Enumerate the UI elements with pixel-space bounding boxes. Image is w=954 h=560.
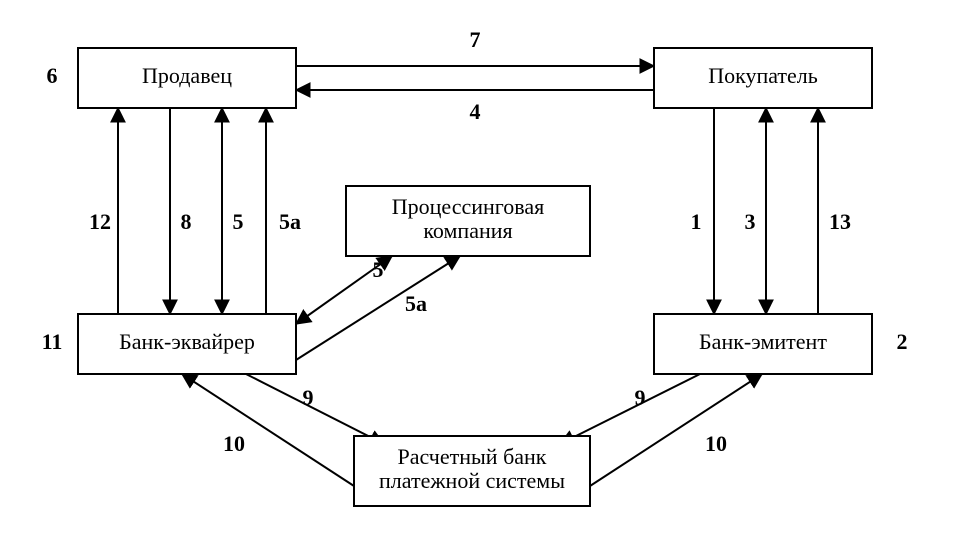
node-acquirer-label: Банк-эквайрер <box>119 329 255 354</box>
edge-e5av-label: 5a <box>279 209 301 234</box>
edge-e10l <box>182 374 354 486</box>
edge-e9l-label: 9 <box>303 385 314 410</box>
edge-e9r <box>560 374 700 444</box>
node-clearing-label: платежной системы <box>379 468 565 493</box>
edge-e10l-label: 10 <box>223 431 245 456</box>
ext-label-n11: 11 <box>42 329 63 354</box>
node-issuer: Банк-эмитент <box>654 314 872 374</box>
edges-layer <box>118 66 818 486</box>
ext-label-n2: 2 <box>897 329 908 354</box>
node-issuer-label: Банк-эмитент <box>699 329 827 354</box>
node-seller-label: Продавец <box>142 63 232 88</box>
node-processing: Процессинговаякомпания <box>346 186 590 256</box>
node-seller: Продавец <box>78 48 296 108</box>
node-clearing-label: Расчетный банк <box>397 444 546 469</box>
edge-e5v-label: 5 <box>233 209 244 234</box>
node-processing-label: компания <box>423 218 512 243</box>
edge-e4-label: 4 <box>470 99 481 124</box>
edge-e5d-label: 5 <box>373 257 384 282</box>
edge-e1-label: 1 <box>691 209 702 234</box>
edge-e3-label: 3 <box>745 209 756 234</box>
edge-e12-label: 12 <box>89 209 111 234</box>
edge-e8-label: 8 <box>181 209 192 234</box>
edge-e9r-label: 9 <box>635 385 646 410</box>
node-buyer: Покупатель <box>654 48 872 108</box>
node-processing-label: Процессинговая <box>392 194 545 219</box>
edge-e7-label: 7 <box>470 27 481 52</box>
edge-e10r <box>590 374 762 486</box>
edge-e9l <box>246 374 384 444</box>
edge-e10r-label: 10 <box>705 431 727 456</box>
node-buyer-label: Покупатель <box>708 63 818 88</box>
node-clearing: Расчетный банкплатежной системы <box>354 436 590 506</box>
edge-e13-label: 13 <box>829 209 851 234</box>
edge-e5ad-label: 5a <box>405 291 427 316</box>
ext-label-n6: 6 <box>47 63 58 88</box>
node-acquirer: Банк-эквайрер <box>78 314 296 374</box>
diagram-canvas: Продавец Покупатель Процессинговаякомпания… <box>0 0 954 560</box>
